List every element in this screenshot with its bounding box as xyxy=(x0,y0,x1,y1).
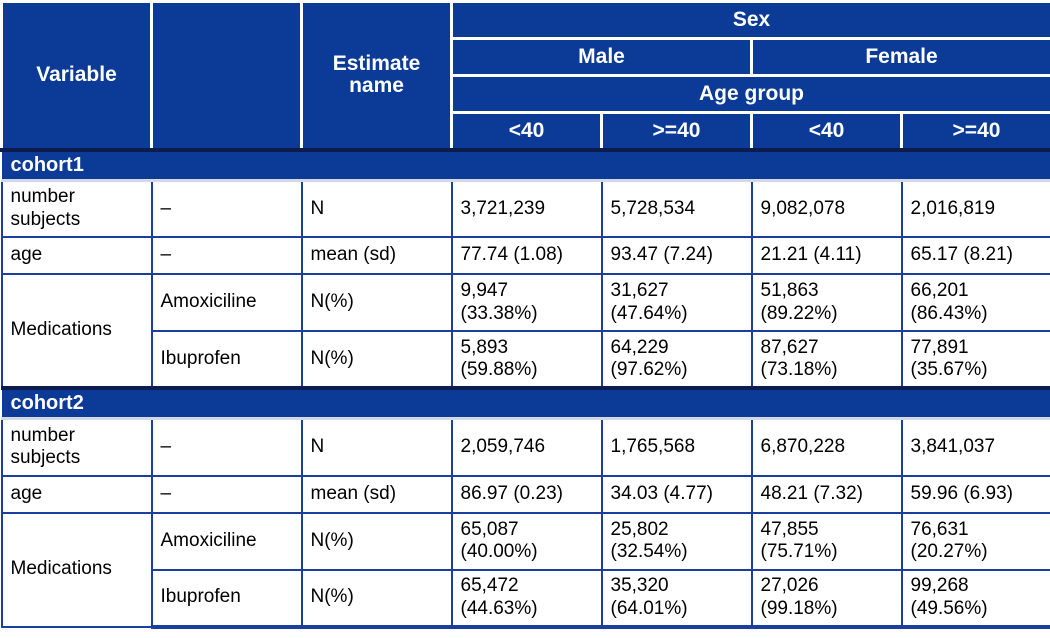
cell-value: 76,631 (20.27%) xyxy=(900,511,1050,571)
cell-level: Ibuprofen xyxy=(150,330,303,389)
cell-level: Ibuprofen xyxy=(150,568,303,629)
cell-estimate: N(%) xyxy=(300,568,453,629)
table-row: number subjects – N 3,721,239 5,728,534 … xyxy=(0,179,1050,238)
table-row: number subjects – N 2,059,746 1,765,568 … xyxy=(0,417,1050,477)
cell-value: 3,721,239 xyxy=(450,179,603,238)
cell-estimate: N(%) xyxy=(300,273,453,332)
cell-variable: age xyxy=(0,474,153,514)
section-band-cohort1: cohort1 xyxy=(1,147,1050,182)
section-label: cohort2 xyxy=(1,386,1050,420)
cell-estimate: mean (sd) xyxy=(300,236,453,275)
header-cell-blank xyxy=(150,0,303,151)
header-row-male-female: Male Female xyxy=(2,37,1050,77)
header-cell-male-lt40: <40 xyxy=(450,111,603,151)
cell-variable: age xyxy=(0,236,153,275)
cell-value: 86.97 (0.23) xyxy=(450,474,603,514)
cell-estimate: N(%) xyxy=(300,511,453,571)
table-row: age – mean (sd) 86.97 (0.23) 34.03 (4.77… xyxy=(0,474,1050,514)
cell-value: 21.21 (4.11) xyxy=(750,236,903,275)
cell-value: 9,947 (33.38%) xyxy=(450,273,603,332)
cell-value: 77,891 (35.67%) xyxy=(900,330,1050,389)
cell-value: 64,229 (97.62%) xyxy=(600,330,753,389)
cell-value: 48.21 (7.32) xyxy=(750,474,903,514)
cell-value: 34.03 (4.77) xyxy=(600,474,753,514)
cell-level: – xyxy=(150,236,303,275)
cell-level: – xyxy=(150,474,303,514)
header-cell-sex: Sex xyxy=(450,0,1050,40)
cell-value: 99,268 (49.56%) xyxy=(900,568,1050,629)
cell-value: 5,728,534 xyxy=(600,179,753,238)
cell-value: 1,765,568 xyxy=(600,417,753,477)
cell-value: 5,893 (59.88%) xyxy=(450,330,603,389)
cell-value: 65,472 (44.63%) xyxy=(450,568,603,629)
table-row: age – mean (sd) 77.74 (1.08) 93.47 (7.24… xyxy=(0,236,1050,275)
cell-estimate: N xyxy=(300,179,453,238)
table-body: cohort1 number subjects – N 3,721,239 5,… xyxy=(0,147,1050,629)
header-cell-female-lt40: <40 xyxy=(750,111,903,151)
cell-value: 9,082,078 xyxy=(750,179,903,238)
cell-variable: number subjects xyxy=(0,179,153,238)
cell-value: 47,855 (75.71%) xyxy=(750,511,903,571)
table-row: Medications Amoxiciline N(%) 65,087 (40.… xyxy=(0,511,1050,628)
header-row-sex: Variable Estimate name Sex xyxy=(0,0,1050,151)
header-cell-female: Female xyxy=(750,37,1050,77)
cell-value: 65,087 (40.00%) xyxy=(450,511,603,571)
cell-level: Amoxiciline xyxy=(150,511,303,571)
cell-variable: Medications xyxy=(0,273,153,389)
header-cell-age-group: Age group xyxy=(450,74,1050,114)
table-row: Medications Amoxiciline N(%) 9,947 (33.3… xyxy=(0,273,1050,389)
cell-value: 6,870,228 xyxy=(750,417,903,477)
cell-value: 25,802 (32.54%) xyxy=(600,511,753,571)
cell-value: 3,841,037 xyxy=(900,417,1050,477)
cell-value: 2,059,746 xyxy=(450,417,603,477)
header-cell-female-ge40: >=40 xyxy=(900,111,1050,151)
cell-value: 51,863 (89.22%) xyxy=(750,273,903,332)
cell-level: – xyxy=(150,179,303,238)
cell-level: – xyxy=(150,417,303,477)
cell-value: 93.47 (7.24) xyxy=(600,236,753,275)
header-row-age-cols: <40 >=40 <40 >=40 xyxy=(2,111,1050,151)
header-cell-variable: Variable xyxy=(0,0,153,151)
header-cell-estimate-name: Estimate name xyxy=(300,0,453,151)
header-row-age-group: Age group xyxy=(2,74,1050,114)
cell-value: 65.17 (8.21) xyxy=(900,236,1050,275)
table-row: Ibuprofen N(%) 65,472 (44.63%) 35,320 (6… xyxy=(2,568,1050,629)
cell-estimate: N xyxy=(300,417,453,477)
cell-value: 66,201 (86.43%) xyxy=(900,273,1050,332)
cell-value: 31,627 (47.64%) xyxy=(600,273,753,332)
cell-variable: Medications xyxy=(0,511,153,628)
header-cell-male: Male xyxy=(450,37,753,77)
cell-value: 27,026 (99.18%) xyxy=(750,568,903,629)
cell-level: Amoxiciline xyxy=(150,273,303,332)
cell-value: 35,320 (64.01%) xyxy=(600,568,753,629)
table-header: Variable Estimate name Sex Male Female A… xyxy=(0,0,1050,151)
cell-estimate: N(%) xyxy=(300,330,453,389)
cell-value: 87,627 (73.18%) xyxy=(750,330,903,389)
cell-value: 59.96 (6.93) xyxy=(900,474,1050,514)
cell-variable: number subjects xyxy=(0,417,153,477)
header-cell-male-ge40: >=40 xyxy=(600,111,753,151)
section-band-cohort2: cohort2 xyxy=(1,386,1050,420)
section-label: cohort1 xyxy=(1,147,1050,182)
table-row: Ibuprofen N(%) 5,893 (59.88%) 64,229 (97… xyxy=(2,330,1050,389)
cell-value: 77.74 (1.08) xyxy=(450,236,603,275)
cell-estimate: mean (sd) xyxy=(300,474,453,514)
cell-value: 2,016,819 xyxy=(900,179,1050,238)
